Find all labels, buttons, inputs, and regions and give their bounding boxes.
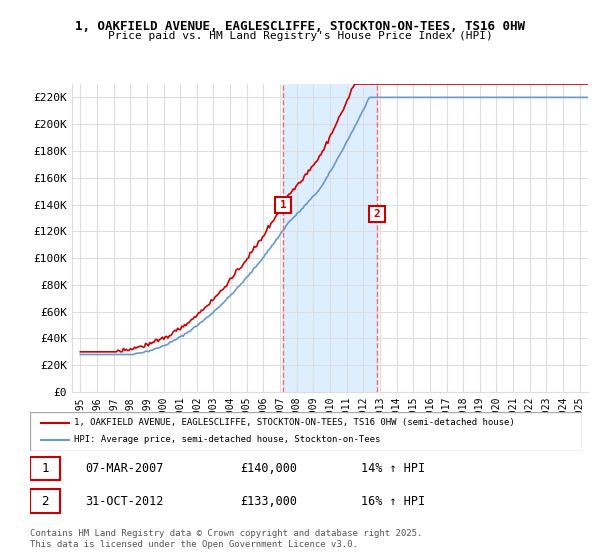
Text: 2: 2 [41,494,49,507]
Text: £133,000: £133,000 [240,494,297,507]
Text: 14% ↑ HPI: 14% ↑ HPI [361,463,425,475]
Text: 1: 1 [280,199,286,209]
Text: 1: 1 [41,463,49,475]
FancyBboxPatch shape [30,489,61,512]
Text: 1, OAKFIELD AVENUE, EAGLESCLIFFE, STOCKTON-ON-TEES, TS16 0HW (semi-detached hous: 1, OAKFIELD AVENUE, EAGLESCLIFFE, STOCKT… [74,418,515,427]
Text: 1, OAKFIELD AVENUE, EAGLESCLIFFE, STOCKTON-ON-TEES, TS16 0HW: 1, OAKFIELD AVENUE, EAGLESCLIFFE, STOCKT… [75,20,525,32]
Text: Contains HM Land Registry data © Crown copyright and database right 2025.
This d: Contains HM Land Registry data © Crown c… [30,529,422,549]
Text: Price paid vs. HM Land Registry's House Price Index (HPI): Price paid vs. HM Land Registry's House … [107,31,493,41]
Text: HPI: Average price, semi-detached house, Stockton-on-Tees: HPI: Average price, semi-detached house,… [74,435,380,444]
Bar [283,84,377,392]
Text: 31-OCT-2012: 31-OCT-2012 [85,494,164,507]
FancyBboxPatch shape [30,412,582,451]
Text: £140,000: £140,000 [240,463,297,475]
Text: 16% ↑ HPI: 16% ↑ HPI [361,494,425,507]
Text: 2: 2 [374,209,380,219]
FancyBboxPatch shape [30,457,61,480]
Text: 07-MAR-2007: 07-MAR-2007 [85,463,164,475]
